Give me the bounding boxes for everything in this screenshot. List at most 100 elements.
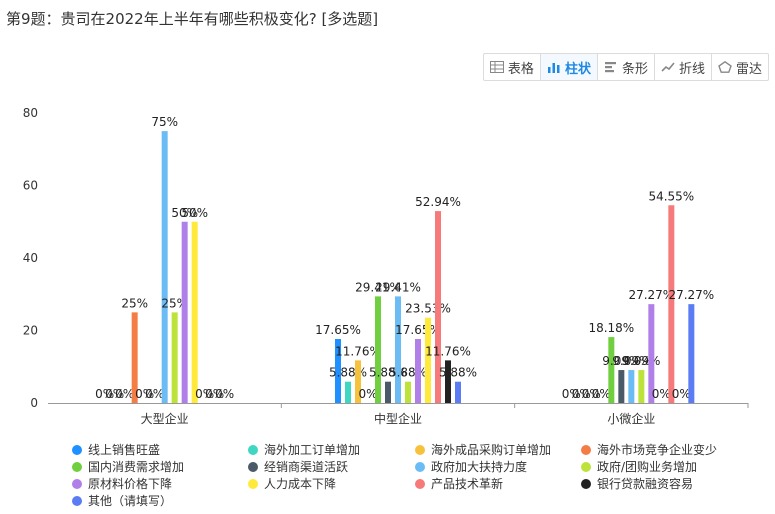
bar <box>345 381 351 403</box>
legend-item[interactable]: 政府加大扶持力度 <box>415 458 527 475</box>
question-title: 第9题：贵司在2022年上半年有哪些积极变化? [多选题] <box>6 10 379 28</box>
bar-view-label: 柱状 <box>564 61 591 77</box>
data-label: 0% <box>95 387 114 401</box>
bar-view-button[interactable]: 柱状 <box>540 54 598 80</box>
bar <box>415 339 421 403</box>
x-tick-label: 中型企业 <box>374 411 422 426</box>
legend-item[interactable]: 经销商渠道活跃 <box>248 458 348 475</box>
legend-swatch <box>72 478 82 489</box>
data-label: 0% <box>105 387 124 401</box>
legend-item[interactable]: 国内消费需求增加 <box>72 458 184 475</box>
data-label: 11.76% <box>425 344 471 358</box>
y-tick-label: 20 <box>23 324 38 338</box>
bar <box>435 211 441 403</box>
data-label: 0% <box>572 387 591 401</box>
bar <box>181 221 188 403</box>
bar <box>638 370 645 403</box>
legend-item[interactable]: 银行贷款融资容易 <box>581 475 693 492</box>
legend-swatch <box>248 478 258 489</box>
bar-chart-icon <box>547 63 560 73</box>
legend-item[interactable]: 原材料价格下降 <box>72 475 172 492</box>
legend-item[interactable]: 海外加工订单增加 <box>248 441 360 458</box>
data-label: 0% <box>215 387 234 401</box>
radar-view-label: 雷达 <box>735 61 762 77</box>
legend-swatch <box>415 478 425 489</box>
radar-view-button[interactable]: 雷达 <box>712 54 768 80</box>
data-label: 18.18% <box>588 321 634 335</box>
legend-label: 人力成本下降 <box>264 477 337 491</box>
legend-label: 线上销售旺盛 <box>88 443 161 457</box>
bar <box>191 221 198 403</box>
bar <box>161 131 168 403</box>
legend-label: 政府/团购业务增加 <box>597 460 698 474</box>
line-chart-icon <box>661 62 675 72</box>
bar <box>405 381 411 403</box>
x-tick-label: 大型企业 <box>141 411 189 426</box>
data-label: 5.88% <box>439 366 477 380</box>
legend-item[interactable]: 政府/团购业务增加 <box>581 458 697 475</box>
bar <box>335 339 341 403</box>
radar-icon <box>718 61 732 73</box>
legend-label: 海外加工订单增加 <box>264 443 361 457</box>
bar-chart: 020406080大型企业0%0%0%25%0%0%75%25%50%50%0%… <box>23 106 749 426</box>
legend-label: 原材料价格下降 <box>88 477 173 491</box>
y-tick-label: 0 <box>30 396 38 410</box>
data-label: 75% <box>151 115 178 129</box>
bar <box>171 312 178 403</box>
bar <box>355 360 361 403</box>
data-label: 0% <box>652 387 671 401</box>
legend-item[interactable]: 人力成本下降 <box>248 475 336 492</box>
legend-swatch <box>248 444 258 455</box>
data-label: 54.55% <box>648 189 694 203</box>
horizontal-bar-view-label: 条形 <box>621 61 648 77</box>
bar <box>445 360 451 403</box>
legend-label: 其他（请填写） <box>88 494 173 508</box>
legend-item[interactable]: 海外市场竞争企业变少 <box>581 441 717 458</box>
legend-swatch <box>248 461 258 472</box>
data-label: 25% <box>121 296 148 310</box>
data-label: 0% <box>358 387 377 401</box>
bar <box>375 296 381 403</box>
data-label: 9.09% <box>612 354 650 368</box>
data-label: 9.09% <box>602 354 640 368</box>
data-label: 0% <box>592 387 611 401</box>
line-view-button[interactable]: 折线 <box>655 54 712 80</box>
data-label: 0% <box>205 387 224 401</box>
legend-label: 海外市场竞争企业变少 <box>597 443 718 457</box>
legend-swatch <box>72 461 82 472</box>
horizontal-bar-icon <box>604 62 616 73</box>
data-label: 27.27% <box>628 288 674 302</box>
table-view-button[interactable]: 表格 <box>484 54 541 80</box>
bar <box>628 370 635 403</box>
data-label: 17.65% <box>315 323 361 337</box>
data-label: 25% <box>161 296 188 310</box>
legend-item[interactable]: 其他（请填写） <box>72 492 172 509</box>
bar <box>385 381 391 403</box>
data-label: 5.88% <box>389 366 427 380</box>
bar <box>395 296 401 403</box>
legend-label: 经销商渠道活跃 <box>264 460 349 474</box>
legend-label: 海外成品采购订单增加 <box>431 443 552 457</box>
bar <box>688 304 695 403</box>
legend-item[interactable]: 产品技术革新 <box>415 475 503 492</box>
horizontal-bar-view-button[interactable]: 条形 <box>598 54 655 80</box>
legend-item[interactable]: 海外成品采购订单增加 <box>415 441 551 458</box>
legend-swatch <box>415 444 425 455</box>
data-label: 50% <box>171 206 198 220</box>
data-label: 11.76% <box>335 344 381 358</box>
legend-swatch <box>415 461 425 472</box>
data-label: 23.53% <box>405 302 451 316</box>
data-label: 0% <box>115 387 134 401</box>
chart-type-toolbar: 表格 柱状 条形 折线 雷达 <box>482 53 769 81</box>
table-icon <box>489 61 504 73</box>
table-view-label: 表格 <box>507 61 534 77</box>
legend-label: 国内消费需求增加 <box>88 460 185 474</box>
data-label: 0% <box>145 387 164 401</box>
data-label: 27.27% <box>668 288 714 302</box>
bar <box>455 381 461 403</box>
data-label: 0% <box>562 387 581 401</box>
data-label: 9.09% <box>622 354 660 368</box>
y-tick-label: 40 <box>23 251 38 265</box>
bar <box>618 370 625 403</box>
legend-item[interactable]: 线上销售旺盛 <box>72 441 160 458</box>
